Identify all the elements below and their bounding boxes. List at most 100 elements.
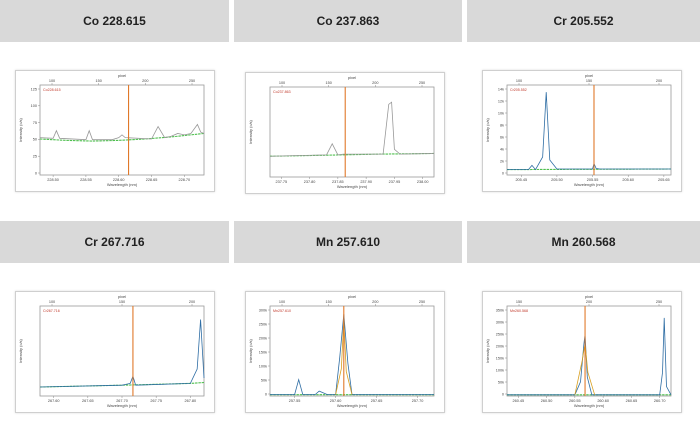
x-tick-label: 228.55 — [80, 178, 92, 182]
spectrum-plot: pixel 100 150 200 205.45 205.50 205.55 205.60 20… — [485, 73, 672, 187]
plot-frame — [39, 305, 205, 397]
y-axis-label: Intensity (c/s) — [248, 338, 253, 362]
spectrum-panel-cr-205: pixel 100 150 200 205.45 205.50 205.55 205.60 20… — [482, 70, 682, 192]
spectrum-panel-mn-260: pixel 150 200 250 260.45 260.50 260.55 260.60 26… — [482, 291, 682, 413]
header-cr-205: Cr 205.552 — [467, 0, 700, 42]
x-tick-label: 260.45 — [512, 399, 524, 403]
header-cr-267: Cr 267.716 — [0, 221, 229, 263]
y-tick-label: 200k — [259, 336, 267, 340]
y-tick-label: 250k — [259, 322, 267, 326]
top-tick-label: 250 — [656, 300, 662, 304]
x-tick-label: 228.70 — [179, 178, 191, 182]
x-axis-label: Wavelength (nm) — [337, 184, 368, 189]
x-tick-label: 237.85 — [332, 180, 344, 184]
y-tick-label: 4k — [500, 147, 504, 151]
chart-title: Mn 257.610 — [315, 235, 381, 249]
x-tick-label: 260.70 — [654, 399, 666, 403]
x-tick-label: 205.55 — [587, 178, 599, 182]
x-tick-label: 267.70 — [116, 399, 128, 403]
y-tick-label: 200k — [496, 344, 504, 348]
top-tick-label: 250 — [419, 300, 425, 304]
y-tick-label: 0 — [265, 392, 267, 396]
x-tick-label: 267.65 — [82, 399, 94, 403]
y-tick-label: 2k — [500, 159, 504, 163]
top-tick-label: 100 — [516, 79, 522, 83]
y-tick-label: 25 — [33, 155, 37, 159]
y-tick-label: 8k — [500, 123, 504, 127]
series-line — [507, 92, 671, 171]
top-axis-label: pixel — [585, 73, 593, 78]
y-axis-label: Intensity (c/s) — [248, 119, 253, 143]
x-tick-label: 237.80 — [304, 180, 316, 184]
plot-frame — [39, 84, 205, 176]
y-tick-label: 0 — [502, 392, 504, 396]
spectrum-panel-cr-267: pixel 100 150 200 267.60 267.65 267.70 267.75 26… — [15, 291, 215, 413]
x-tick-label: 228.65 — [146, 178, 158, 182]
top-tick-label: 100 — [49, 300, 55, 304]
x-tick-label: 228.60 — [113, 178, 125, 182]
x-tick-label: 205.50 — [551, 178, 563, 182]
y-tick-label: 50k — [261, 378, 267, 382]
plot-frame — [269, 86, 435, 178]
x-axis-label: Wavelength (nm) — [574, 182, 605, 187]
y-tick-label: 350k — [496, 308, 504, 312]
x-tick-label: 257.55 — [289, 399, 301, 403]
y-tick-label: 250k — [496, 332, 504, 336]
x-axis-label: Wavelength (nm) — [337, 403, 368, 408]
top-axis-label: pixel — [348, 75, 356, 80]
x-tick-label: 228.50 — [47, 178, 59, 182]
chart-title: Cr 267.716 — [84, 235, 145, 249]
top-tick-label: 200 — [142, 79, 148, 83]
spectrum-plot: pixel 100 150 200 250 257.55 257.60 257.65 257.7… — [248, 294, 435, 408]
y-tick-label: 150k — [496, 356, 504, 360]
y-tick-label: 50 — [33, 138, 37, 142]
series-line — [39, 123, 205, 141]
y-tick-label: 300k — [259, 308, 267, 312]
top-tick-label: 100 — [279, 300, 285, 304]
top-tick-label: 150 — [95, 79, 101, 83]
series-line — [269, 101, 435, 157]
top-tick-label: 150 — [325, 300, 331, 304]
spectrum-plot: pixel 150 200 250 260.45 260.50 260.55 260.60 26… — [485, 294, 672, 408]
series-line — [507, 317, 672, 396]
y-tick-label: 12k — [498, 99, 504, 103]
y-tick-label: 50k — [498, 380, 504, 384]
peak-label: Mn260.568 — [510, 309, 528, 313]
y-tick-label: 75 — [33, 121, 37, 125]
header-mn-260: Mn 260.568 — [467, 221, 700, 263]
chart-title: Co 237.863 — [316, 14, 380, 28]
top-tick-label: 200 — [586, 300, 592, 304]
header-mn-257: Mn 257.610 — [234, 221, 462, 263]
y-tick-label: 10k — [498, 111, 504, 115]
top-tick-label: 100 — [279, 81, 285, 85]
header-co-228: Co 228.615 — [0, 0, 229, 42]
top-axis-label: pixel — [585, 294, 593, 299]
top-axis-label: pixel — [118, 294, 126, 299]
spectrum-panel-mn-257: pixel 100 150 200 250 257.55 257.60 257.65 257.7… — [245, 291, 445, 413]
series-line — [269, 152, 435, 157]
y-tick-label: 100k — [496, 368, 504, 372]
chart-title: Co 228.615 — [83, 14, 146, 28]
x-tick-label: 205.65 — [658, 178, 670, 182]
y-axis-label: Intensity (c/s) — [18, 338, 23, 362]
x-tick-label: 237.90 — [360, 180, 372, 184]
y-tick-label: 100 — [31, 104, 37, 108]
x-tick-label: 257.65 — [371, 399, 383, 403]
series-line — [270, 314, 434, 396]
x-axis-label: Wavelength (nm) — [107, 182, 138, 187]
x-tick-label: 257.70 — [412, 399, 424, 403]
x-tick-label: 237.95 — [389, 180, 401, 184]
y-tick-label: 125 — [31, 87, 37, 91]
x-tick-label: 260.65 — [626, 399, 638, 403]
top-tick-label: 250 — [189, 79, 195, 83]
spectrum-plot: pixel 100 150 200 250 237.75 237.80 237.85 237.9… — [248, 75, 435, 189]
top-tick-label: 150 — [516, 300, 522, 304]
chart-title: Cr 205.552 — [553, 14, 614, 28]
x-tick-label: 205.45 — [515, 178, 527, 182]
plot-frame — [506, 305, 672, 397]
series-line — [39, 319, 205, 388]
chart-title: Mn 260.568 — [551, 235, 616, 249]
spectrum-panel-co-237: pixel 100 150 200 250 237.75 237.80 237.85 237.9… — [245, 72, 445, 194]
y-tick-label: 14k — [498, 87, 504, 91]
